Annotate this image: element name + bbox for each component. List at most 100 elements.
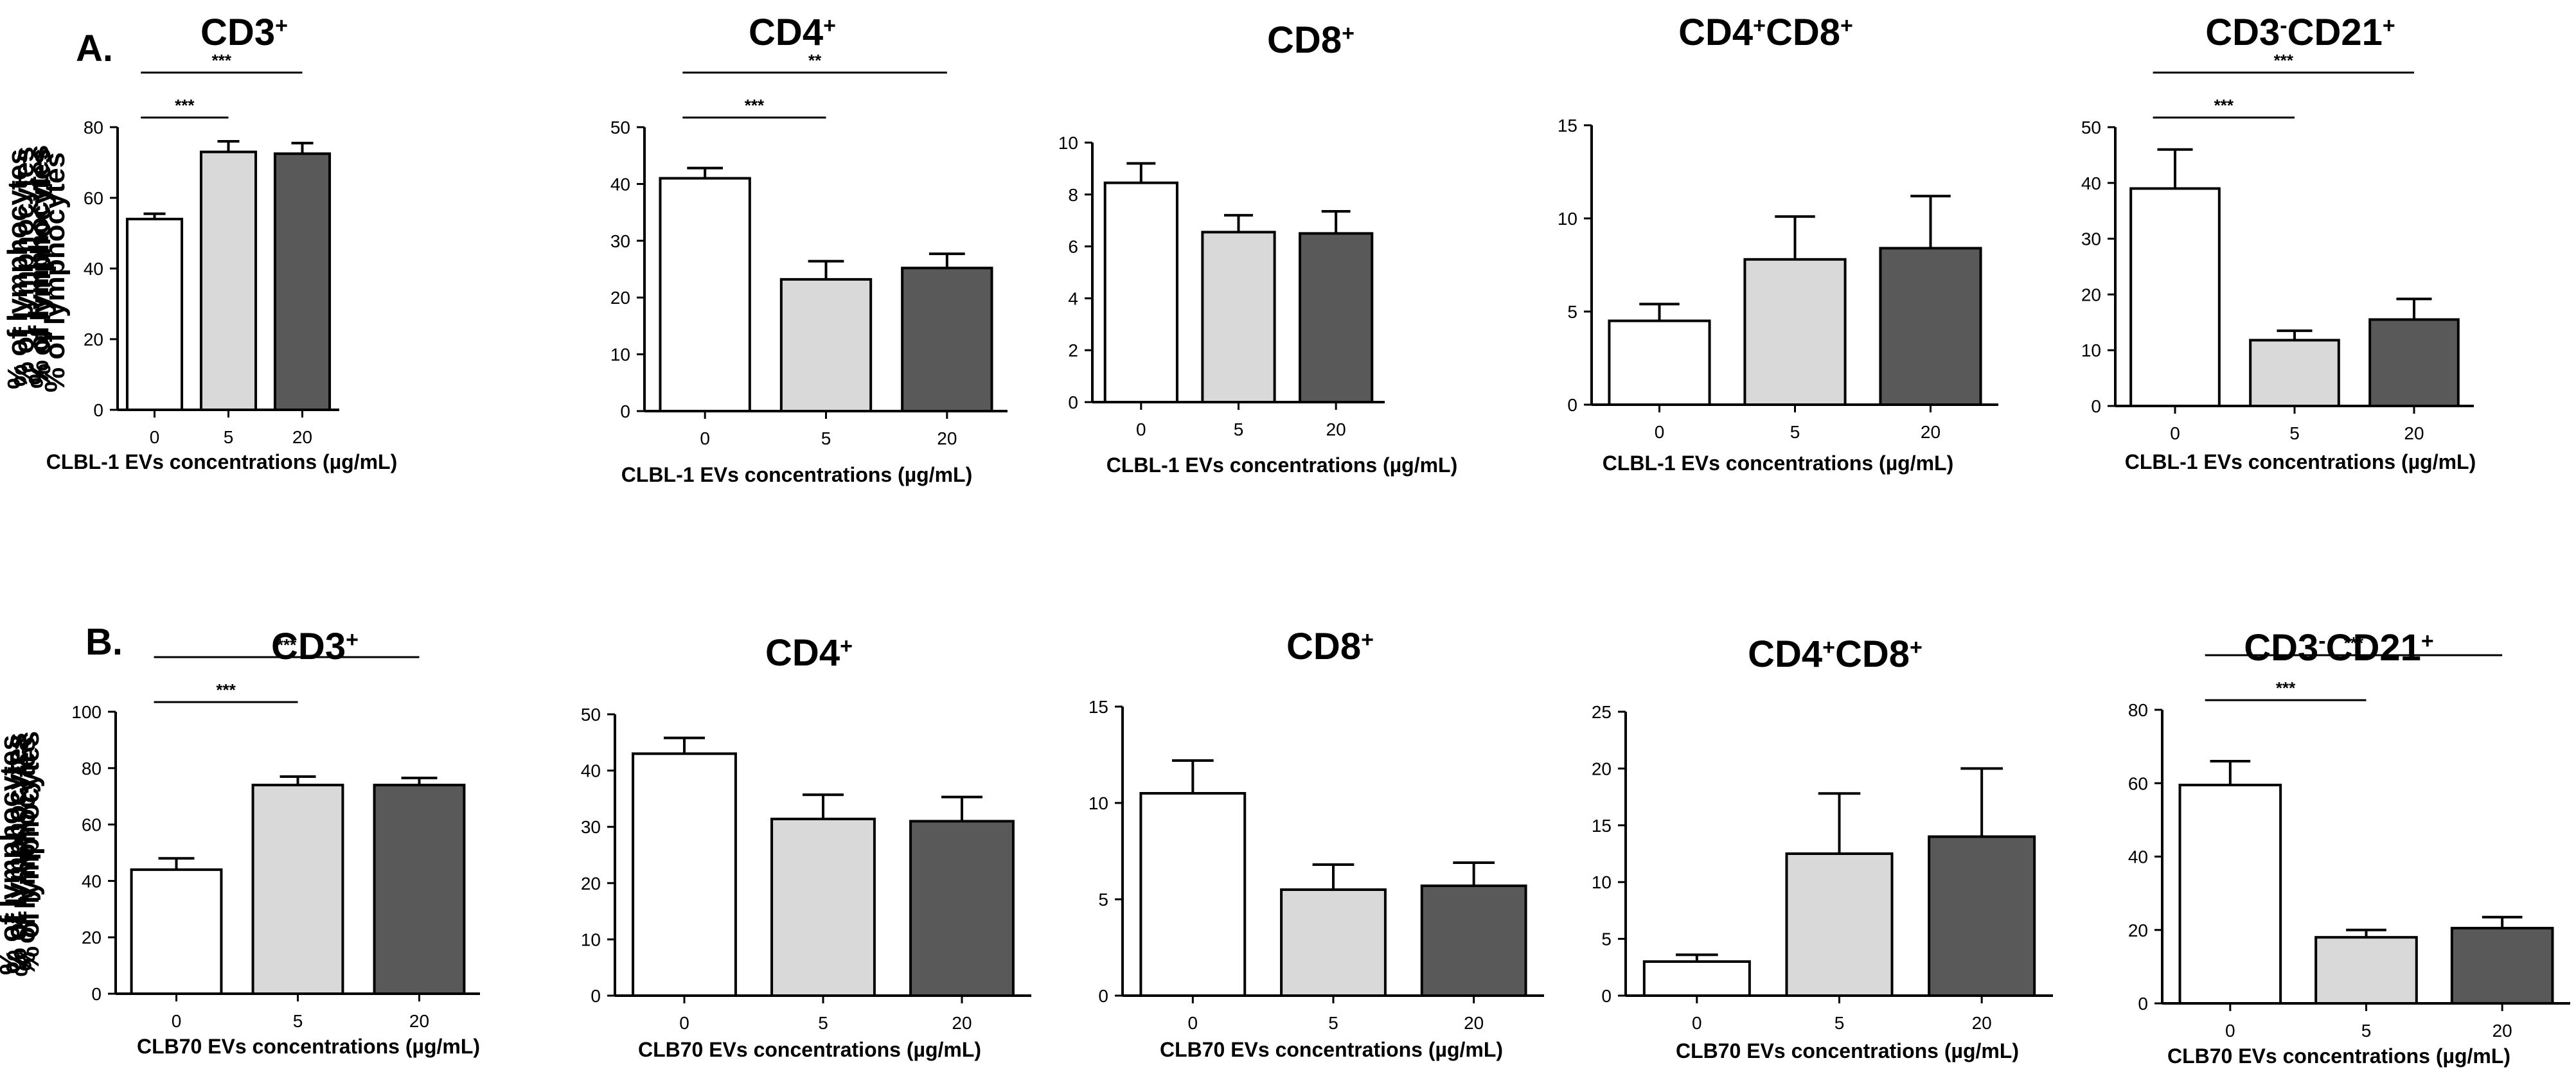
bar-5 bbox=[770, 817, 876, 998]
chart-title: CD3+ bbox=[271, 626, 359, 667]
y-axis-label: % of lymphocytes bbox=[13, 731, 45, 971]
x-tick-label: 20 bbox=[1921, 422, 1941, 442]
title-superscript: - bbox=[2280, 13, 2287, 38]
x-axis-label: CLB70 EVs concentrations (µg/mL) bbox=[1676, 1039, 2019, 1062]
title-superscript: + bbox=[840, 634, 853, 658]
chart-title: CD4+ bbox=[749, 12, 836, 53]
chart-title: CD4+CD8+ bbox=[1748, 633, 1923, 675]
title-part: CD8 bbox=[1286, 626, 1361, 667]
title-part: CD3 bbox=[2244, 627, 2318, 669]
y-axis-label: % of lymphocytes bbox=[2, 149, 33, 389]
x-axis-label: CLBL-1 EVs concentrations (µg/mL) bbox=[1603, 452, 1953, 475]
title-superscript: + bbox=[1753, 13, 1766, 38]
x-axis-label: CLB70 EVs concentrations (µg/mL) bbox=[2167, 1044, 2510, 1068]
x-tick-label: 5 bbox=[2289, 423, 2300, 443]
title-superscript: + bbox=[823, 13, 836, 38]
y-tick-label: 80 bbox=[82, 759, 102, 779]
bar-0 bbox=[1139, 792, 1247, 997]
bar-5 bbox=[2314, 936, 2418, 1005]
x-axis-label: CLB70 EVs concentrations (µg/mL) bbox=[638, 1038, 981, 1061]
x-tick-label: 20 bbox=[1972, 1013, 1992, 1033]
y-tick-label: 4 bbox=[1068, 288, 1078, 308]
y-tick-label: 10 bbox=[581, 929, 601, 949]
y-tick-label: 10 bbox=[1592, 872, 1612, 892]
x-axis-label: CLB70 EVs concentrations (µg/mL) bbox=[1160, 1038, 1503, 1061]
significance-label: *** bbox=[745, 96, 765, 115]
x-tick-label: 0 bbox=[1136, 419, 1146, 439]
y-tick-label: 40 bbox=[2128, 847, 2148, 867]
x-tick-label: 5 bbox=[2361, 1021, 2372, 1041]
chart-title: CD3-CD21+ bbox=[2244, 627, 2434, 669]
y-tick-label: 20 bbox=[2081, 285, 2101, 304]
x-tick-label: 20 bbox=[937, 428, 957, 448]
y-axis-label: % of lymphocytes bbox=[25, 148, 57, 389]
x-tick-label: 20 bbox=[292, 427, 312, 447]
y-tick-label: 0 bbox=[91, 984, 102, 1004]
x-tick-label: 20 bbox=[2404, 423, 2424, 443]
x-tick-label: 20 bbox=[952, 1013, 972, 1033]
y-tick-label: 8 bbox=[1068, 185, 1078, 205]
bar-5 bbox=[1201, 231, 1276, 403]
bar-0 bbox=[130, 868, 223, 995]
bar-5 bbox=[1743, 258, 1847, 406]
y-tick-label: 5 bbox=[1098, 890, 1108, 910]
y-axis-label: % of lymphocytes bbox=[10, 736, 41, 976]
title-part: CD4 bbox=[1748, 633, 1822, 675]
chart-b-1: CD3+ % of lymphocytes CLB70 EVs concentrat… bbox=[1, 626, 480, 1058]
chart-title: CD4+CD8+ bbox=[1678, 12, 1853, 53]
x-tick-label: 0 bbox=[150, 427, 160, 447]
title-superscript: + bbox=[346, 628, 359, 652]
y-tick-label: 50 bbox=[581, 705, 601, 725]
significance-label: *** bbox=[2274, 51, 2294, 70]
x-axis-label: CLBL-1 EVs concentrations (µg/mL) bbox=[1106, 454, 1457, 477]
title-part: CD4 bbox=[749, 12, 823, 53]
title-part: CD3 bbox=[2205, 12, 2280, 53]
y-tick-label: 20 bbox=[82, 928, 102, 947]
bar-20 bbox=[273, 152, 332, 411]
x-tick-label: 0 bbox=[2225, 1021, 2235, 1041]
y-tick-label: 5 bbox=[1601, 929, 1612, 949]
x-axis-label: CLBL-1 EVs concentrations (µg/mL) bbox=[2125, 450, 2476, 473]
bar-20 bbox=[1299, 232, 1374, 403]
y-tick-label: 0 bbox=[1601, 986, 1612, 1006]
bar-20 bbox=[901, 267, 993, 412]
y-tick-label: 40 bbox=[610, 174, 630, 194]
y-tick-label: 50 bbox=[610, 118, 630, 137]
chart-title: CD4+ bbox=[765, 632, 853, 674]
y-tick-label: 60 bbox=[84, 188, 103, 208]
y-tick-label: 40 bbox=[84, 259, 103, 279]
y-tick-label: 80 bbox=[2128, 700, 2148, 720]
bar-0 bbox=[125, 218, 184, 411]
y-tick-label: 25 bbox=[1592, 702, 1612, 722]
y-axis-label: % of lymphocytes bbox=[0, 735, 26, 975]
x-tick-label: 0 bbox=[679, 1013, 689, 1033]
panel-label-a: A. bbox=[76, 28, 113, 69]
title-part: CD21 bbox=[2326, 627, 2421, 669]
y-tick-label: 2 bbox=[1068, 340, 1078, 360]
y-axis-label: % of lymphocytes bbox=[23, 145, 55, 385]
x-tick-label: 5 bbox=[1234, 419, 1244, 439]
chart-title: CD3+ bbox=[200, 12, 288, 53]
chart-title: CD3-CD21+ bbox=[2205, 12, 2395, 53]
x-tick-label: 0 bbox=[1655, 422, 1665, 442]
title-part: CD4 bbox=[765, 632, 840, 674]
y-tick-label: 30 bbox=[2081, 229, 2101, 249]
x-tick-label: 20 bbox=[409, 1011, 429, 1031]
panel-label-b: B. bbox=[85, 621, 123, 663]
y-axis-label: % of lymphocytes bbox=[1, 732, 32, 973]
title-part: CD3 bbox=[271, 626, 346, 667]
y-tick-label: 10 bbox=[610, 345, 630, 365]
y-tick-label: 0 bbox=[620, 401, 630, 421]
y-tick-label: 10 bbox=[2081, 340, 2101, 360]
title-superscript: + bbox=[1910, 635, 1923, 660]
y-tick-label: 100 bbox=[71, 702, 102, 722]
title-superscript: + bbox=[2421, 629, 2434, 653]
chart-b-5: CD3-CD21+ % of lymphocytes CLB70 EVs conce… bbox=[10, 627, 2570, 1068]
chart-title: CD8+ bbox=[1267, 19, 1355, 61]
significance-label: *** bbox=[216, 680, 236, 700]
y-tick-label: 80 bbox=[84, 118, 103, 137]
bar-20 bbox=[373, 784, 466, 995]
title-part: CD21 bbox=[2287, 12, 2383, 53]
